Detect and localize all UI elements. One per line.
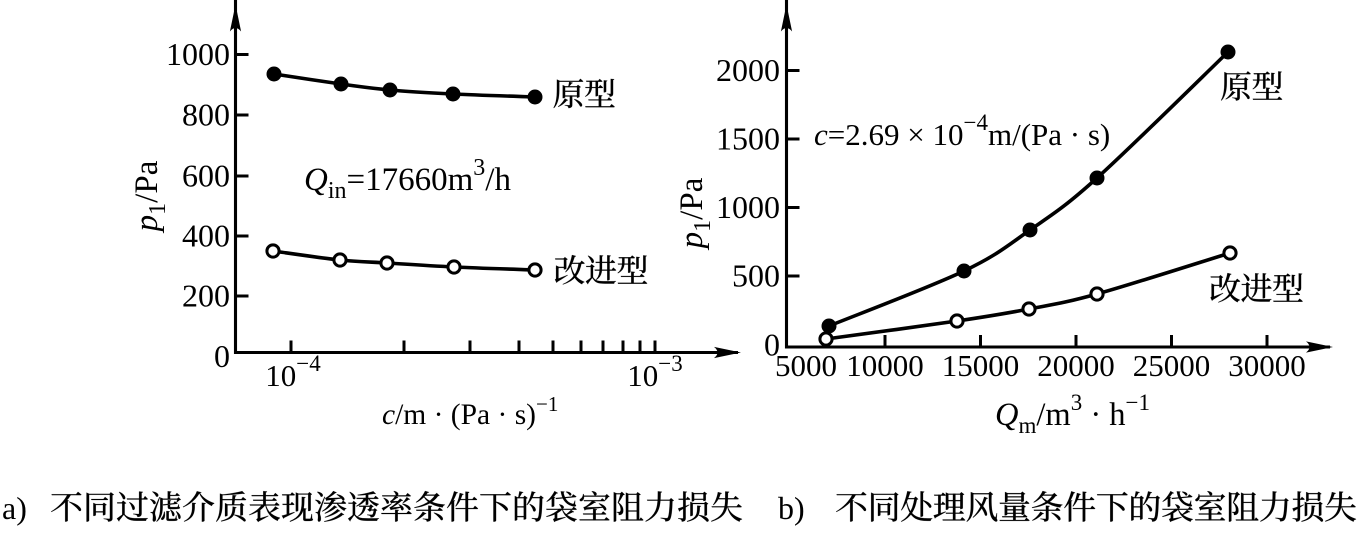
svg-text:200: 200	[182, 278, 230, 314]
svg-text:30000: 30000	[1228, 348, 1306, 383]
svg-text:400: 400	[182, 218, 230, 254]
svg-text:p1/Pa: p1/Pa	[129, 160, 171, 233]
svg-text:Qm/m3 · h−1: Qm/m3 · h−1	[995, 390, 1150, 438]
svg-text:p1/Pa: p1/Pa	[674, 177, 716, 250]
svg-text:600: 600	[182, 158, 230, 194]
svg-text:a): a)	[2, 490, 27, 526]
svg-text:15000: 15000	[942, 348, 1020, 383]
svg-text:b): b)	[778, 490, 805, 526]
svg-text:c=2.69 × 10−4m/(Pa · s): c=2.69 × 10−4m/(Pa · s)	[814, 110, 1110, 152]
svg-text:1000: 1000	[166, 36, 230, 72]
svg-text:c/m · (Pa · s)−1: c/m · (Pa · s)−1	[382, 392, 558, 431]
svg-text:20000: 20000	[1037, 348, 1115, 383]
svg-text:0: 0	[764, 327, 780, 363]
svg-text:2000: 2000	[716, 52, 780, 88]
svg-text:5000: 5000	[775, 348, 837, 383]
svg-text:0: 0	[214, 338, 230, 374]
svg-text:1000: 1000	[716, 189, 780, 225]
svg-text:1500: 1500	[716, 121, 780, 157]
svg-text:800: 800	[182, 97, 230, 133]
svg-text:10000: 10000	[846, 348, 924, 383]
svg-text:500: 500	[732, 258, 780, 294]
svg-text:Qin=17660m3/h: Qin=17660m3/h	[304, 155, 511, 204]
svg-text:25000: 25000	[1133, 348, 1211, 383]
